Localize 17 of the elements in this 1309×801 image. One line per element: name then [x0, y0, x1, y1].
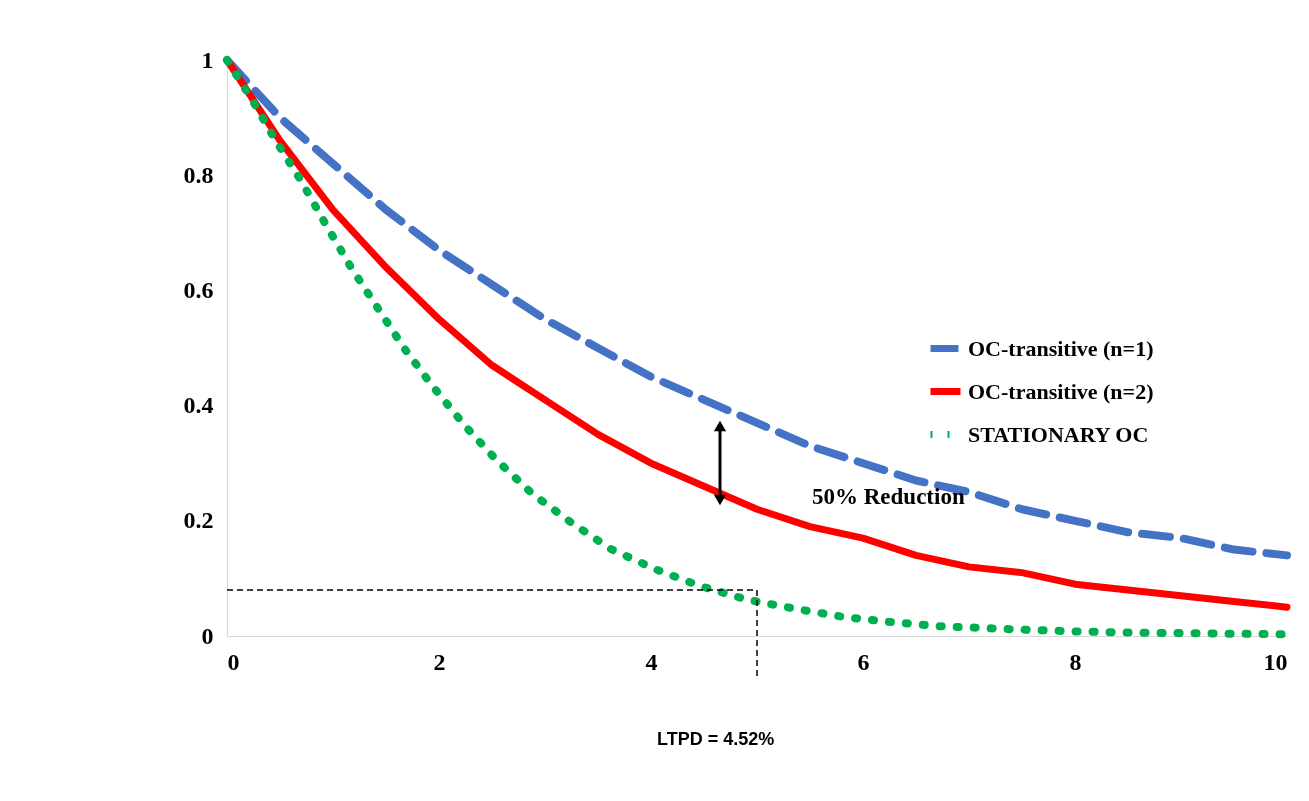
legend-label: OC-transitive (n=1) — [968, 335, 1154, 361]
legend-label: STATIONARY OC — [968, 421, 1149, 447]
y-tick-label: 0 — [201, 622, 214, 649]
x-tick-label: 2 — [433, 648, 446, 675]
legend-label: OC-transitive (n=2) — [968, 378, 1154, 404]
annotation: 50% Reduction — [812, 484, 965, 509]
y-tick-label: 1 — [201, 46, 214, 73]
x-tick-label: 4 — [645, 648, 658, 675]
y-tick-label: 0.8 — [183, 161, 214, 188]
y-tick-label: 0.2 — [183, 507, 214, 534]
x-tick-label: 0 — [227, 648, 240, 675]
x-tick-label: 6 — [857, 648, 870, 675]
y-tick-label: 0.6 — [183, 276, 214, 303]
x-tick-label: 10 — [1263, 648, 1288, 675]
text: LTPD = 4.52% — [657, 729, 775, 749]
x-tick-label: 8 — [1069, 648, 1082, 675]
y-tick-label: 0.4 — [183, 392, 214, 419]
